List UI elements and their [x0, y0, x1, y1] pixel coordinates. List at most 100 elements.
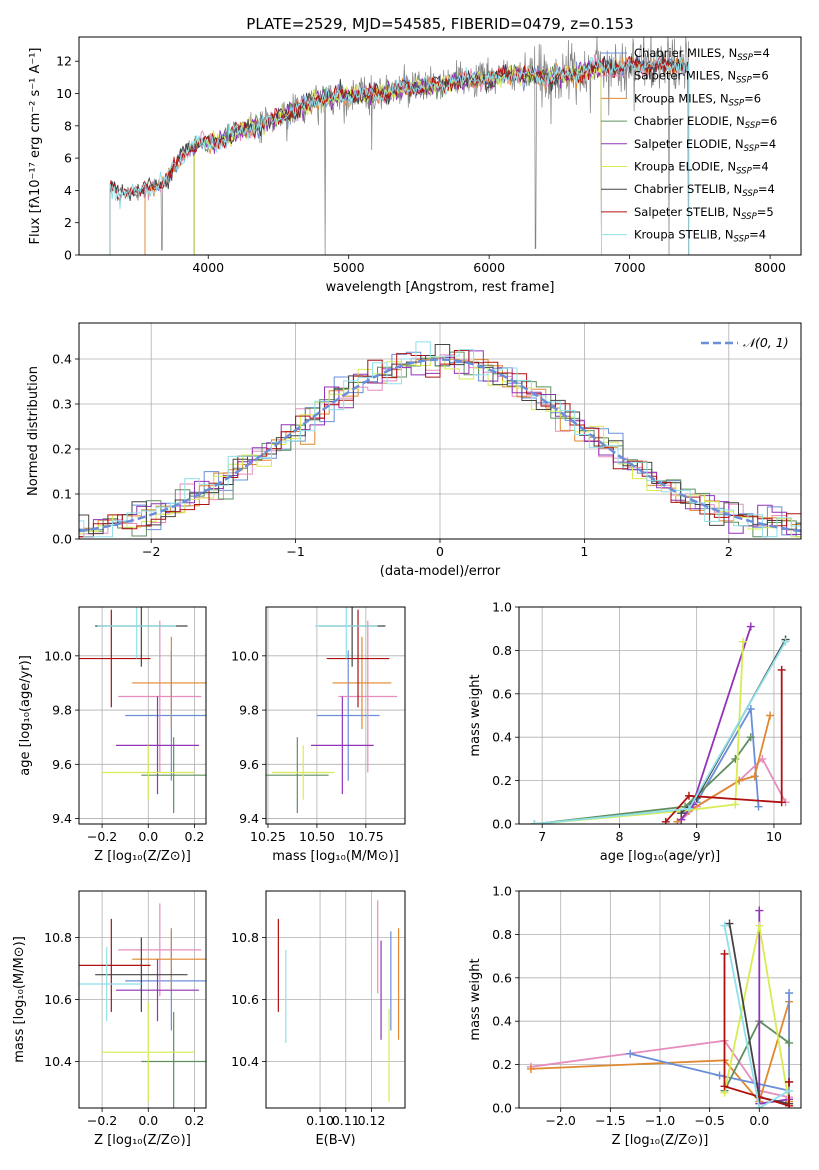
- x-tick-label: 4000: [192, 260, 224, 275]
- series-kroupa-stelib: [723, 925, 790, 1108]
- data-point: [785, 1077, 794, 1086]
- x-tick-label: 10: [766, 829, 782, 844]
- y-tick-label: 1.0: [492, 600, 512, 615]
- model-spectrum-kroupa-stelib: [109, 54, 690, 255]
- x-tick-label: 0.0: [749, 1113, 769, 1128]
- y-tick-label: 0.0: [492, 1101, 512, 1116]
- x-tick-label: 0.12: [358, 1113, 386, 1128]
- axes-frame: [518, 606, 802, 825]
- x-tick-label: 0.0: [138, 829, 158, 844]
- y-tick-label: 0.4: [52, 352, 72, 367]
- data-point: [530, 820, 539, 824]
- y-tick-label: 0.0: [52, 532, 72, 547]
- legend-label: Chabrier ELODIE, NSSP=6: [634, 114, 777, 131]
- data-point: [785, 1086, 794, 1095]
- y-tick-label: 0.4: [492, 1014, 512, 1029]
- plot-area: [109, 37, 690, 255]
- figure-title: PLATE=2529, MJD=54585, FIBERID=0479, z=0…: [246, 15, 633, 33]
- y-tick-label: 10.0: [44, 648, 72, 663]
- plot-area: [266, 607, 398, 814]
- data-point: [766, 711, 775, 720]
- y-tick-label: 0.2: [52, 442, 72, 457]
- x-tick-label: 0: [436, 544, 444, 559]
- panel-age-vs-mass: 10.25 10.50 10.75 9.4 9.6 9.8 10.0 mass [log₁₀(…: [231, 606, 406, 864]
- legend-label: Kroupa ELODIE, NSSP=4: [634, 160, 769, 177]
- data-point: [725, 919, 734, 928]
- x-tick-label: 8000: [754, 260, 786, 275]
- y-tick-label: 0.1: [52, 487, 72, 502]
- y-tick-label: 9.6: [239, 757, 259, 772]
- axes-frame: [265, 606, 406, 825]
- x-tick-label: 10.50: [299, 829, 335, 844]
- x-tick-label: 0.2: [185, 829, 205, 844]
- data-point: [785, 1101, 794, 1108]
- y-tick-label: 10.4: [231, 1054, 259, 1069]
- panel-age-vs-z: −0.2 0.0 0.2 9.4 9.6 9.8 10.0 Z [log₁₀(Z/Z⊙)] ag…: [18, 606, 207, 864]
- y-axis-label: mass [log₁₀(M/M⊙)]: [12, 936, 27, 1063]
- y-axis-label: Normed distribution: [26, 366, 41, 496]
- y-tick-label: 0.8: [492, 643, 512, 658]
- y-tick-label: 6: [64, 151, 72, 166]
- x-tick-label: 10.25: [250, 829, 286, 844]
- x-axis-label: age [log₁₀(age/yr)]: [600, 849, 721, 864]
- axes-frame: [518, 890, 802, 1109]
- y-tick-label: 8: [64, 118, 72, 133]
- data-point: [755, 921, 764, 930]
- x-tick-label: 8: [615, 829, 623, 844]
- x-axis-label: E(B-V): [315, 1133, 355, 1148]
- x-axis-label: Z [log₁₀(Z/Z⊙)]: [612, 1133, 709, 1148]
- y-tick-label: 10.8: [44, 930, 72, 945]
- data-point: [746, 704, 755, 713]
- series-chabrier-elodie: [534, 736, 752, 824]
- data-point: [785, 1038, 794, 1047]
- legend-label: Kroupa STELIB, NSSP=4: [634, 228, 766, 245]
- legend: Chabrier MILES, NSSP=4 Salpeter MILES, NS…: [601, 46, 777, 245]
- x-tick-label: −2.0: [546, 1113, 576, 1128]
- y-tick-label: 0: [64, 248, 72, 263]
- y-tick-label: 10.6: [231, 992, 259, 1007]
- data-point: [746, 622, 755, 631]
- x-tick-label: −1: [286, 544, 304, 559]
- plot-area: [79, 903, 206, 1108]
- panel-mass-vs-z: −0.2 0.0 0.2 10.4 10.6 10.8 Z [log₁₀(Z/Z⊙)] mas…: [12, 890, 207, 1148]
- x-tick-label: 6000: [473, 260, 505, 275]
- data-point: [677, 809, 686, 818]
- x-tick-label: 9: [693, 829, 701, 844]
- x-tick-label: −2: [142, 544, 160, 559]
- panel-residual-hist: −2 −1 0 1 2 0.0 0.1 0.2 0.3 0.4 (data-model)/error…: [26, 322, 802, 579]
- x-tick-label: 7000: [614, 260, 646, 275]
- x-tick-label: 0.10: [306, 1113, 334, 1128]
- legend-label: Salpeter ELODIE, NSSP=4: [634, 137, 776, 154]
- plot-area: [526, 906, 794, 1108]
- x-tick-label: 7: [538, 829, 546, 844]
- legend-label: Kroupa MILES, NSSP=6: [634, 91, 761, 108]
- y-tick-label: 12: [56, 54, 72, 69]
- plot-area: [79, 341, 801, 538]
- y-axis-label: Flux [fλ10⁻¹⁷ erg cm⁻² s⁻¹ A⁻¹]: [28, 48, 43, 245]
- y-tick-label: 10.6: [44, 992, 72, 1007]
- panel-mass-vs-ebv: 0.100.110.12 10.4 10.6 10.8 E(B-V): [231, 890, 406, 1148]
- y-tick-label: 10: [56, 86, 72, 101]
- panel-weight-vs-age: 7 8 9 10 0.0 0.2 0.4 0.6 0.8 1.0 age [log₁₀(age/yr…: [468, 600, 802, 864]
- axes-frame: [78, 606, 207, 825]
- x-tick-label: −1.5: [595, 1113, 625, 1128]
- data-point: [720, 921, 729, 930]
- data-point: [755, 906, 764, 915]
- x-axis-label: (data-model)/error: [380, 564, 501, 579]
- x-tick-label: 10.75: [348, 829, 384, 844]
- data-point: [777, 665, 786, 674]
- x-tick-label: 5000: [333, 260, 365, 275]
- data-point: [626, 1049, 635, 1058]
- plot-area: [79, 607, 206, 814]
- y-tick-label: 9.4: [239, 811, 259, 826]
- x-tick-label: −0.2: [87, 1113, 117, 1128]
- x-tick-label: 2: [725, 544, 733, 559]
- y-axis-label: mass weight: [468, 674, 483, 756]
- x-tick-label: 0.11: [332, 1113, 360, 1128]
- x-tick-label: 1: [580, 544, 588, 559]
- series-salpeter-stelib: [665, 669, 783, 823]
- y-tick-label: 10.4: [44, 1054, 72, 1069]
- series-kroupa-stelib: [534, 641, 787, 824]
- legend-label: Salpeter MILES, NSSP=6: [634, 69, 769, 86]
